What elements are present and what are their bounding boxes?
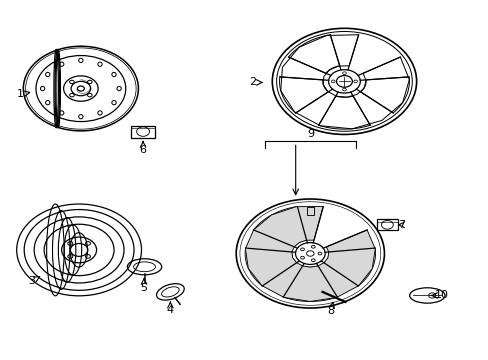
Text: 4: 4 <box>166 305 174 315</box>
Text: 2: 2 <box>249 77 256 87</box>
Polygon shape <box>324 248 375 286</box>
Text: 9: 9 <box>306 129 313 139</box>
Polygon shape <box>283 266 337 301</box>
Bar <box>131 126 155 138</box>
Text: 6: 6 <box>139 144 146 154</box>
Circle shape <box>306 251 313 256</box>
Bar <box>306 207 313 215</box>
Text: 7: 7 <box>397 220 404 230</box>
Text: 3: 3 <box>28 276 35 286</box>
Polygon shape <box>245 207 374 301</box>
Text: 1: 1 <box>17 89 23 99</box>
Bar <box>376 219 397 230</box>
Text: 8: 8 <box>327 306 334 316</box>
Polygon shape <box>253 207 306 247</box>
Text: 10: 10 <box>434 291 448 301</box>
Text: 5: 5 <box>140 283 147 293</box>
Polygon shape <box>244 248 296 286</box>
